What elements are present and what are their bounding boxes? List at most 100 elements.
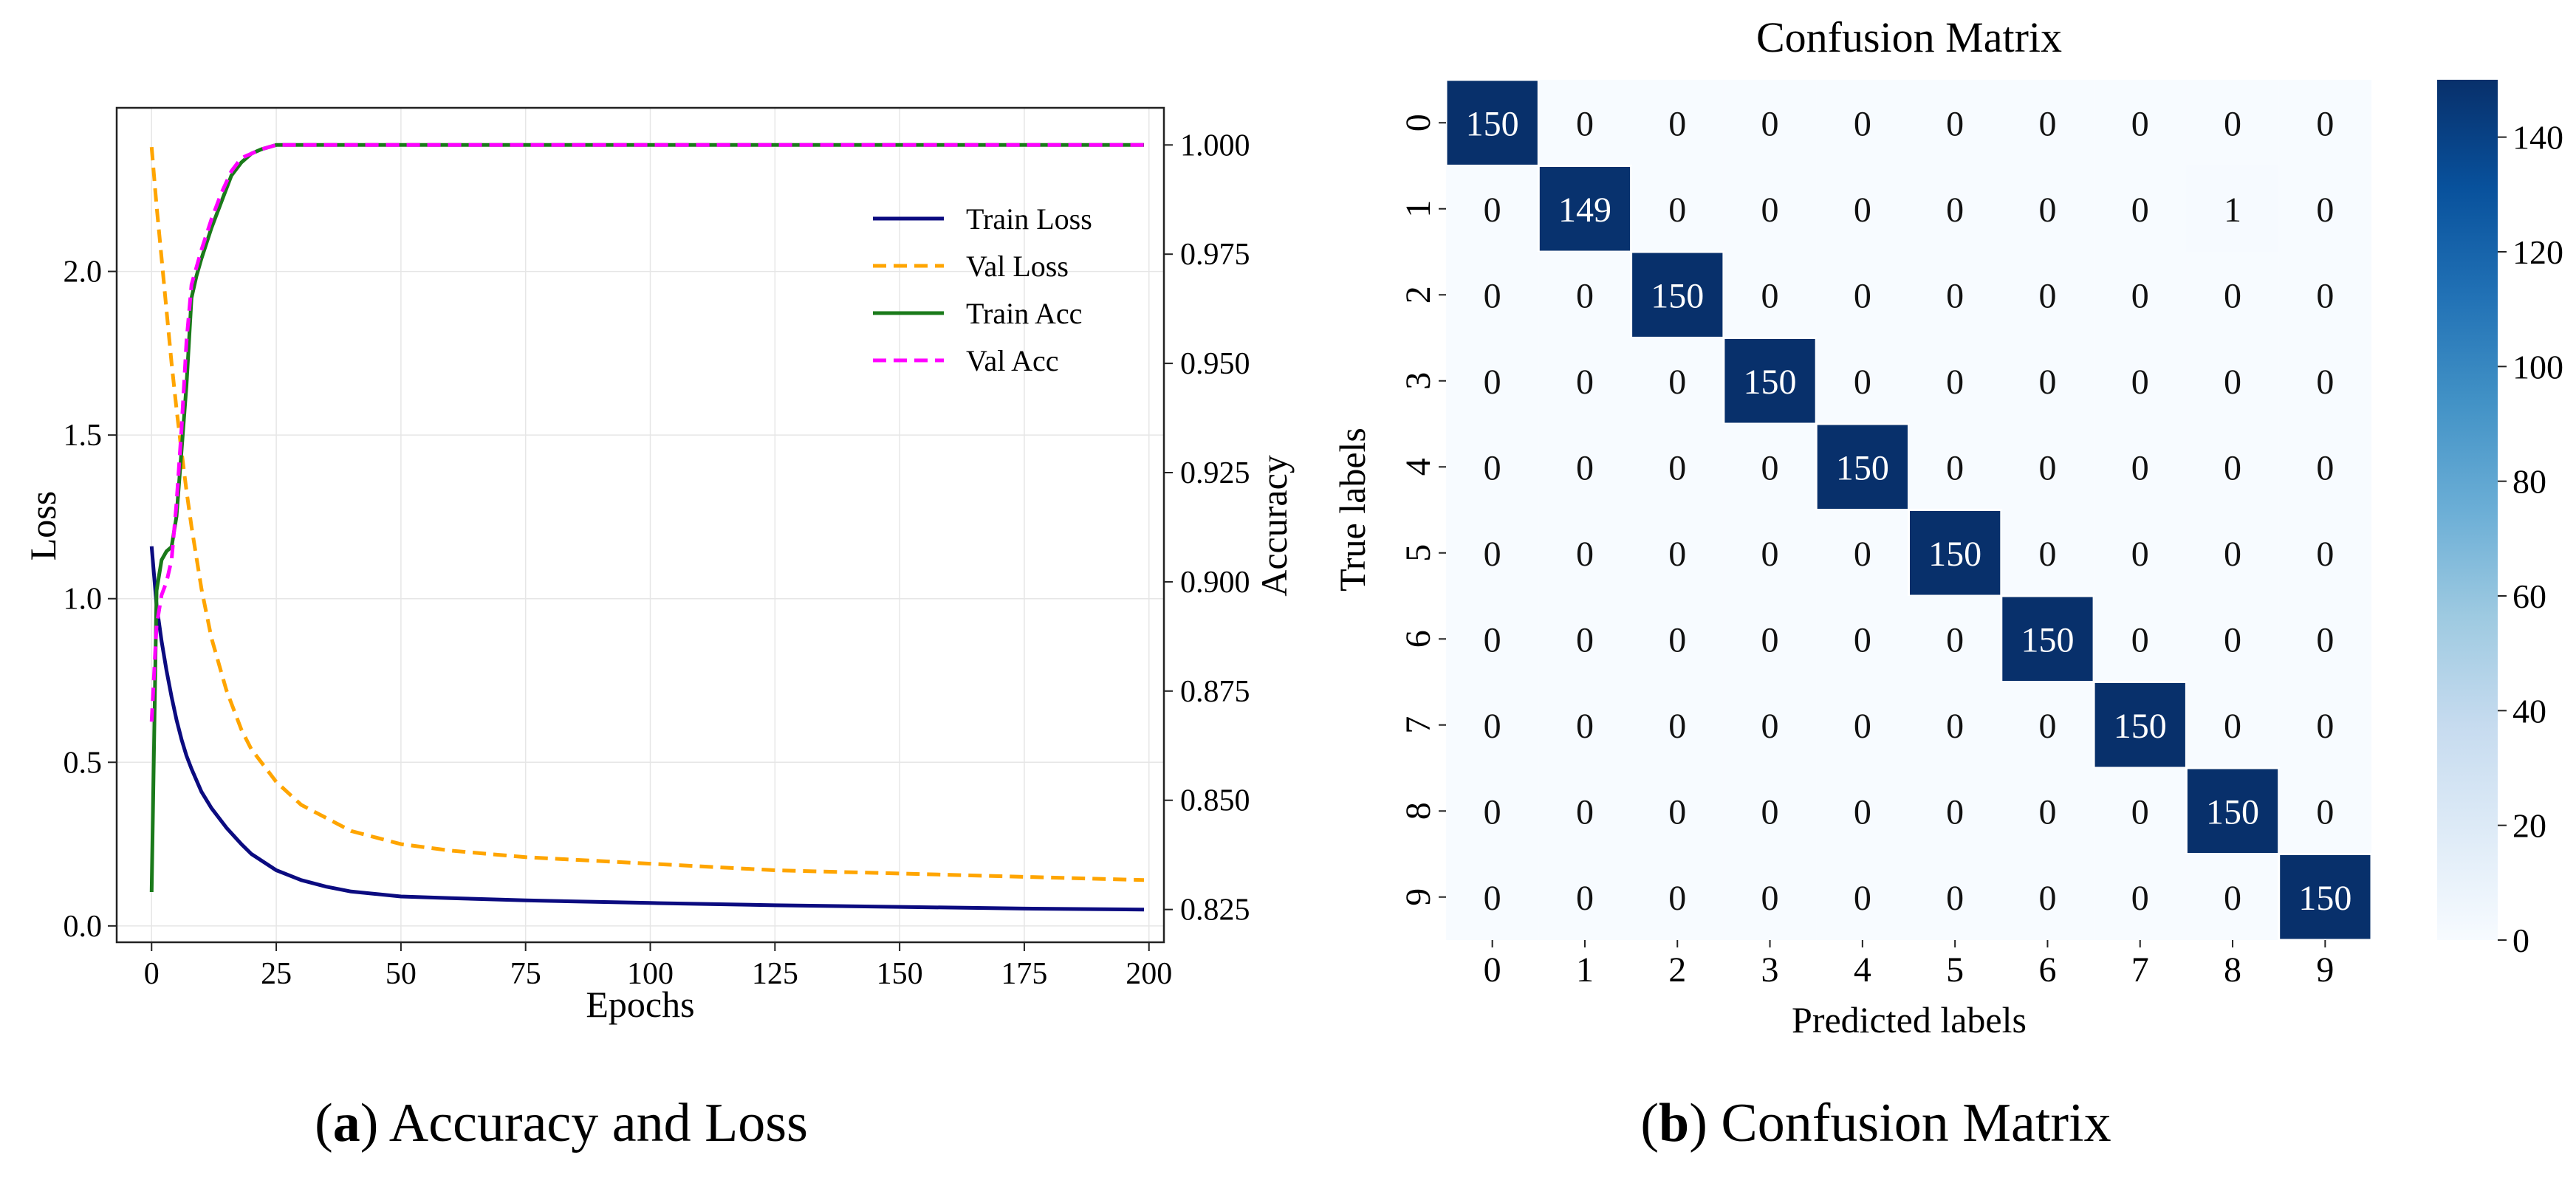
- b-cell-value-9-0: 0: [1484, 879, 1501, 918]
- b-cell-value-9-7: 0: [2131, 879, 2149, 918]
- b-cell-4-4: [1815, 422, 1910, 511]
- b-cell-3-0: [1446, 337, 1539, 424]
- b-cell-value-1-6: 0: [2038, 191, 2056, 230]
- caption-a: (a) Accuracy and Loss: [315, 1093, 808, 1153]
- b-colorbar-tick-label-1: 20: [2512, 807, 2546, 845]
- b-cell-value-9-1: 0: [1576, 879, 1594, 918]
- b-cell-5-7: [2094, 510, 2187, 596]
- b-colorbar-tick-label-6: 120: [2512, 233, 2563, 271]
- b-cell-8-8: [2185, 767, 2281, 855]
- b-cell-5-4: [1816, 510, 1909, 596]
- b-colorbar-tick-label-4: 80: [2512, 463, 2546, 501]
- b-x-tick-label-3: 3: [1761, 950, 1779, 990]
- b-cell-value-3-6: 0: [2038, 363, 2056, 402]
- b-cell-value-2-3: 0: [1761, 276, 1779, 315]
- b-cell-7-8: [2186, 682, 2279, 768]
- b-cell-5-3: [1723, 510, 1817, 596]
- a-left-tick-label-3: 1.5: [64, 419, 103, 453]
- b-x-ticks: 0 1 2 3 4 5 6 7 8 9: [1484, 940, 2334, 990]
- b-cell-6-1: [1538, 596, 1631, 682]
- b-cell-3-6: [2001, 337, 2094, 424]
- b-cell-value-5-1: 0: [1576, 535, 1594, 574]
- b-x-axis-label: Predicted labels: [1792, 999, 2027, 1040]
- b-colorbar-tick-label-2: 40: [2512, 692, 2546, 730]
- b-cell-5-9: [2278, 510, 2371, 596]
- b-y-tick-label-8: 8: [1399, 802, 1438, 820]
- b-cell-7-2: [1631, 682, 1724, 768]
- b-cell-4-3: [1723, 424, 1817, 510]
- b-cell-value-7-0: 0: [1484, 707, 1501, 746]
- b-cell-value-3-9: 0: [2316, 363, 2334, 402]
- b-cell-value-0-2: 0: [1668, 104, 1686, 143]
- accuracy-loss-panel: 0 25 50 75 100 125 150 175 200 0.0 0.5 1.0 1.5 2.0 0…: [22, 106, 1295, 1025]
- b-cell-value-8-1: 0: [1576, 792, 1594, 831]
- b-cell-8-0: [1446, 768, 1539, 854]
- b-cell-value-9-8: 0: [2224, 879, 2241, 918]
- b-cell-5-5: [1908, 509, 2003, 597]
- b-heatmap-cells: [1445, 78, 2373, 942]
- b-cell-4-7: [2094, 424, 2187, 510]
- b-y-tick-label-6: 6: [1399, 630, 1438, 648]
- b-cell-value-9-6: 0: [2038, 879, 2056, 918]
- b-y-axis-label: True labels: [1332, 428, 1373, 592]
- b-cell-value-1-0: 0: [1484, 191, 1501, 230]
- b-x-tick-label-1: 1: [1576, 950, 1594, 990]
- b-cell-value-4-4: 150: [1836, 448, 1889, 487]
- b-cell-6-7: [2094, 596, 2187, 682]
- b-cell-8-2: [1631, 768, 1724, 854]
- b-cell-value-8-7: 0: [2131, 792, 2149, 831]
- b-cell-3-3: [1722, 337, 1818, 425]
- b-y-ticks: 0 1 2 3 4 5 6 7 8 9: [1399, 114, 1446, 906]
- b-cell-value-2-6: 0: [2038, 276, 2056, 315]
- b-cell-labels: 150 0 0 0 0 0 0 0 0 0 0 149 0 0 0 0 0 0 1 0 0 0 150 0 0 0 0 0 0 0 0 0 0 1…: [1466, 104, 2352, 918]
- b-cell-value-0-4: 0: [1854, 104, 1871, 143]
- b-cell-9-1: [1538, 854, 1631, 940]
- b-cell-value-4-9: 0: [2316, 448, 2334, 487]
- b-cell-8-3: [1723, 768, 1817, 854]
- a-right-tick-label-1: 0.850: [1180, 784, 1250, 818]
- b-cell-7-1: [1538, 682, 1631, 768]
- b-cell-value-8-5: 0: [1946, 792, 1964, 831]
- a-right-tick-label-6: 0.975: [1180, 238, 1250, 272]
- a-x-ticks: 0 25 50 75 100 125 150 175 200: [144, 942, 1172, 991]
- b-cell-7-6: [2001, 682, 2094, 768]
- b-cell-1-4: [1816, 165, 1909, 252]
- b-cell-2-0: [1446, 252, 1539, 338]
- b-cell-2-8: [2186, 252, 2279, 338]
- b-x-tick-label-2: 2: [1668, 950, 1686, 990]
- b-y-tick-label-7: 7: [1399, 716, 1438, 734]
- b-y-tick-label-3: 3: [1399, 372, 1438, 390]
- b-cell-value-4-1: 0: [1576, 448, 1594, 487]
- b-x-tick-label-5: 5: [1946, 950, 1964, 990]
- b-cell-7-4: [1816, 682, 1909, 768]
- a-right-tick-label-5: 0.950: [1180, 347, 1250, 381]
- b-cell-2-9: [2278, 252, 2371, 338]
- a-series-group: [149, 143, 1145, 912]
- a-right-tick-label-0: 0.825: [1180, 894, 1250, 927]
- b-cell-value-5-8: 0: [2224, 535, 2241, 574]
- b-cell-2-4: [1816, 252, 1909, 338]
- b-cell-8-7: [2094, 768, 2187, 854]
- confusion-matrix-panel: Confusion Matrix 150 0 0 0 0 0 0 0 0 00 149 0 0 0 0 0 0 1…: [1332, 13, 2563, 1040]
- b-cell-5-8: [2186, 510, 2279, 596]
- b-cell-0-6: [2001, 80, 2094, 166]
- b-y-tick-label-4: 4: [1399, 458, 1438, 476]
- b-cell-3-7: [2094, 337, 2187, 424]
- b-cell-1-5: [1908, 165, 2001, 252]
- b-cell-value-3-3: 150: [1744, 363, 1797, 402]
- b-cell-value-6-9: 0: [2316, 620, 2334, 659]
- b-cell-value-3-4: 0: [1854, 363, 1871, 402]
- b-x-tick-label-6: 6: [2038, 950, 2056, 990]
- b-cell-6-8: [2186, 596, 2279, 682]
- b-title: Confusion Matrix: [1756, 13, 2062, 61]
- b-cell-value-4-6: 0: [2038, 448, 2056, 487]
- b-cell-value-5-6: 0: [2038, 535, 2056, 574]
- a-right-y-ticks: 0.825 0.850 0.875 0.900 0.925 0.950 0.975 1.000: [1164, 128, 1250, 927]
- b-cell-value-9-9: 150: [2298, 879, 2351, 918]
- a-x-tick-label-8: 200: [1126, 957, 1172, 991]
- b-cell-value-7-3: 0: [1761, 707, 1779, 746]
- b-cell-value-7-9: 0: [2316, 707, 2334, 746]
- b-cell-8-4: [1816, 768, 1909, 854]
- a-legend: Train Loss Val Loss Train Acc Val Acc: [873, 202, 1092, 377]
